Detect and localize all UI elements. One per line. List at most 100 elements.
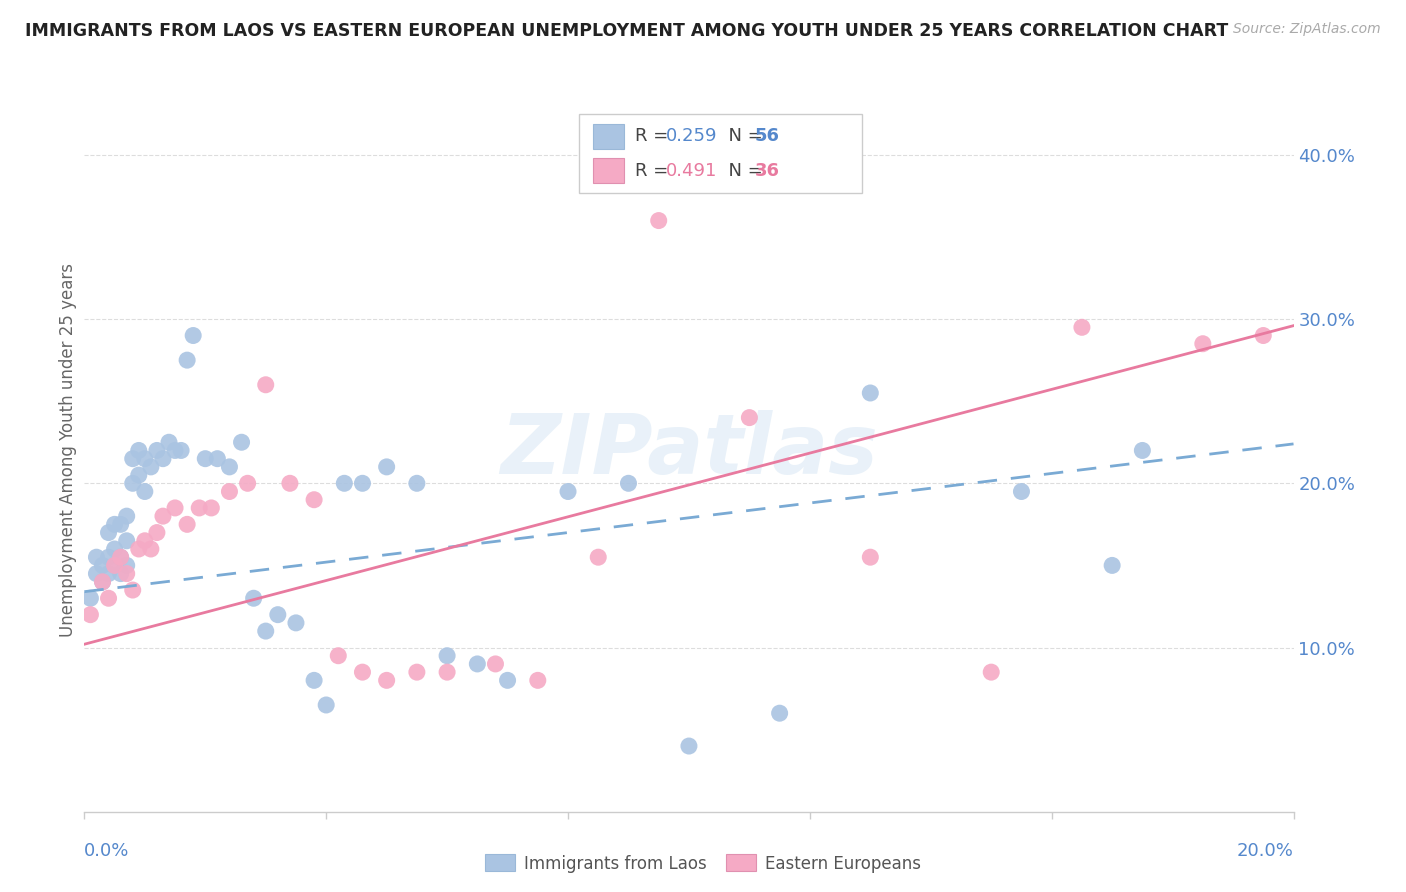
- Text: 20.0%: 20.0%: [1237, 842, 1294, 860]
- Point: [188, 500, 211, 515]
- Point: [91, 558, 114, 573]
- Point: [375, 459, 398, 474]
- Point: [146, 443, 169, 458]
- Point: [128, 468, 150, 483]
- Text: 0.0%: 0.0%: [84, 842, 129, 860]
- Point: [139, 459, 162, 474]
- Point: [104, 558, 127, 573]
- Text: 56: 56: [755, 127, 780, 145]
- Point: [617, 476, 640, 491]
- Point: [302, 492, 325, 507]
- Point: [231, 435, 253, 450]
- Point: [157, 435, 180, 450]
- Point: [139, 541, 162, 556]
- Point: [254, 377, 277, 392]
- Y-axis label: Unemployment Among Youth under 25 years: Unemployment Among Youth under 25 years: [59, 263, 77, 638]
- Point: [79, 591, 101, 606]
- Point: [121, 582, 143, 597]
- Point: [496, 673, 519, 688]
- Point: [527, 673, 550, 688]
- Point: [176, 353, 198, 368]
- Point: [236, 476, 259, 491]
- Point: [1130, 443, 1153, 458]
- Point: [484, 657, 506, 671]
- Text: 0.259: 0.259: [666, 127, 717, 145]
- Point: [97, 525, 120, 540]
- Text: ZIPatlas: ZIPatlas: [501, 410, 877, 491]
- Point: [436, 665, 458, 680]
- Point: [97, 550, 120, 565]
- Point: [588, 550, 610, 565]
- Point: [738, 410, 761, 425]
- Point: [104, 517, 127, 532]
- Point: [467, 657, 489, 671]
- Point: [769, 706, 792, 721]
- Point: [859, 550, 882, 565]
- Point: [128, 443, 150, 458]
- Text: 0.491: 0.491: [666, 161, 717, 180]
- Point: [200, 500, 222, 515]
- Point: [328, 648, 350, 663]
- Point: [859, 386, 882, 401]
- Point: [110, 566, 132, 581]
- Point: [1071, 320, 1094, 334]
- Point: [333, 476, 356, 491]
- Point: [165, 443, 187, 458]
- Point: [110, 550, 132, 565]
- Point: [218, 484, 240, 499]
- Point: [128, 541, 150, 556]
- Point: [170, 443, 193, 458]
- Point: [115, 509, 138, 524]
- Point: [406, 476, 429, 491]
- Point: [406, 665, 429, 680]
- Point: [134, 451, 156, 466]
- Point: [352, 476, 374, 491]
- Point: [115, 558, 138, 573]
- Point: [104, 558, 127, 573]
- Point: [91, 574, 114, 589]
- Point: [194, 451, 217, 466]
- Point: [181, 328, 204, 343]
- Point: [302, 673, 325, 688]
- Point: [146, 525, 169, 540]
- Point: [91, 574, 114, 589]
- Point: [152, 509, 174, 524]
- Point: [121, 451, 143, 466]
- Point: [115, 533, 138, 548]
- Point: [86, 566, 108, 581]
- Point: [79, 607, 101, 622]
- Point: [176, 517, 198, 532]
- Text: N =: N =: [717, 127, 768, 145]
- Text: IMMIGRANTS FROM LAOS VS EASTERN EUROPEAN UNEMPLOYMENT AMONG YOUTH UNDER 25 YEARS: IMMIGRANTS FROM LAOS VS EASTERN EUROPEAN…: [25, 22, 1229, 40]
- Point: [375, 673, 398, 688]
- Point: [980, 665, 1002, 680]
- Point: [1011, 484, 1033, 499]
- Point: [152, 451, 174, 466]
- Point: [1192, 336, 1215, 351]
- Point: [678, 739, 700, 753]
- Text: R =: R =: [636, 127, 673, 145]
- Point: [97, 591, 120, 606]
- Point: [648, 213, 671, 227]
- Point: [315, 698, 337, 712]
- Point: [285, 615, 308, 630]
- Legend: Immigrants from Laos, Eastern Europeans: Immigrants from Laos, Eastern Europeans: [478, 847, 928, 880]
- Text: 36: 36: [755, 161, 780, 180]
- Point: [115, 566, 138, 581]
- Point: [134, 533, 156, 548]
- Point: [352, 665, 374, 680]
- Point: [110, 550, 132, 565]
- Point: [1101, 558, 1123, 573]
- Point: [242, 591, 264, 606]
- Point: [104, 541, 127, 556]
- Point: [97, 566, 120, 581]
- Point: [278, 476, 301, 491]
- Point: [557, 484, 579, 499]
- Point: [121, 476, 143, 491]
- Point: [165, 500, 187, 515]
- Point: [436, 648, 458, 663]
- Point: [218, 459, 240, 474]
- Point: [207, 451, 229, 466]
- Point: [254, 624, 277, 639]
- Text: N =: N =: [717, 161, 768, 180]
